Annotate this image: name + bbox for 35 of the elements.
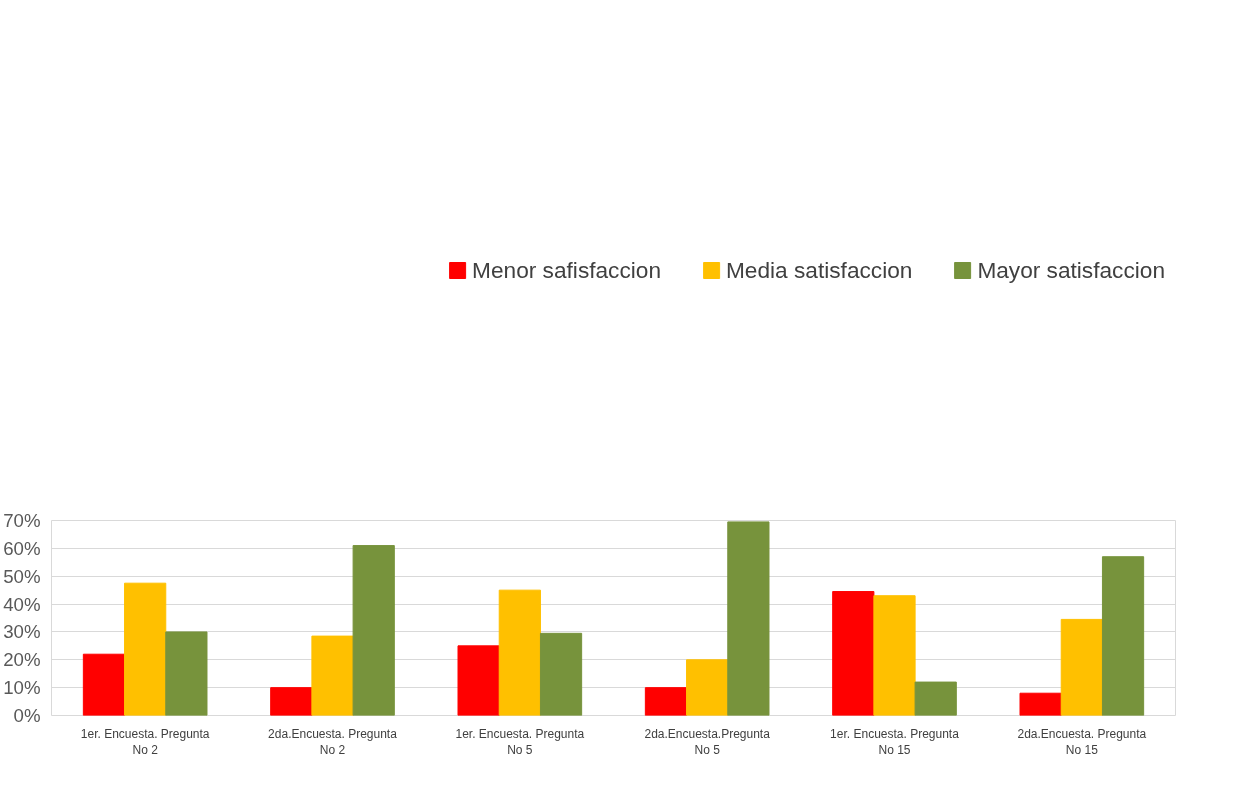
bar [686,659,729,716]
x-tick-label: 1er. Encuesta. Pregunta No 5 [455,726,585,758]
y-tick-label: 60% [3,537,41,559]
y-tick-label: 30% [3,621,41,643]
bar [498,589,541,716]
legend-label: Media satisfaccion [726,256,913,284]
y-tick-label: 10% [3,677,41,699]
bar [832,591,875,716]
bar [1060,618,1103,716]
y-tick-label: 40% [3,593,41,615]
bar [644,687,688,716]
bar [270,687,313,716]
bar [1019,692,1062,716]
x-tick-label: 1er. Encuesta. Pregunta No 15 [830,726,960,758]
y-tick-label: 50% [3,565,41,587]
legend-label: Menor safisfaccion [472,256,661,284]
x-tick-label: 1er. Encuesta. Pregunta No 2 [80,726,210,758]
y-tick-label: 0% [13,705,41,726]
bar [914,681,957,716]
x-tick-label: 2da.Encuesta. Pregunta No 2 [268,726,398,758]
bar [539,632,583,716]
bar [1101,556,1145,716]
bar [727,521,770,716]
y-tick-label: 20% [3,649,41,671]
bar [457,645,500,716]
bar [82,653,126,716]
bar [311,635,354,716]
y-tick-label: 70% [3,510,41,531]
x-tick-label: 2da.Encuesta.Pregunta No 5 [644,726,771,758]
x-tick-label: 2da.Encuesta. Pregunta No 15 [1017,726,1147,758]
bar [873,595,916,716]
bar [165,631,208,716]
bar [124,582,167,716]
bar [352,545,395,716]
legend-label: Mayor satisfaccion [977,256,1165,284]
